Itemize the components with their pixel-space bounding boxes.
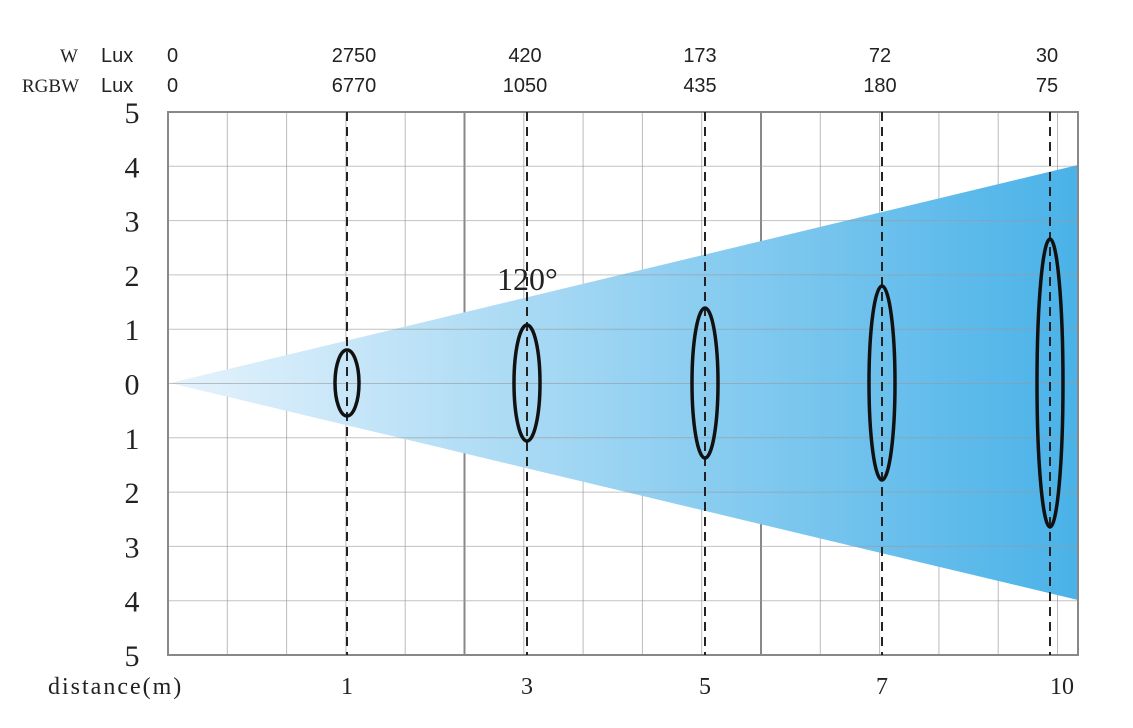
row-unit: Lux — [101, 45, 133, 67]
y-label: 2 — [125, 260, 140, 293]
y-label: 0 — [125, 369, 140, 402]
plot-frame — [167, 111, 1079, 656]
y-label: 5 — [125, 97, 140, 130]
lux-value: 0 — [167, 75, 178, 97]
lux-value: 72 — [869, 45, 891, 67]
beam-spot — [867, 284, 897, 482]
beam-cone — [170, 165, 1078, 600]
x-label: 3 — [521, 674, 533, 700]
y-label: 5 — [125, 640, 140, 673]
lux-value: 173 — [683, 45, 716, 67]
y-label: 4 — [125, 586, 140, 619]
lux-value: 75 — [1036, 75, 1058, 97]
y-label: 3 — [125, 206, 140, 239]
y-label: 1 — [125, 423, 140, 456]
x-label: 7 — [876, 674, 888, 700]
beam-spot — [512, 323, 542, 443]
beam-spot — [690, 306, 720, 460]
y-label: 2 — [125, 477, 140, 510]
row-label: RGBW — [22, 76, 79, 97]
lux-value: 435 — [683, 75, 716, 97]
grid-overlay — [167, 111, 1079, 656]
lux-value: 420 — [508, 45, 541, 67]
x-title: distance(m) — [48, 674, 183, 700]
row-unit: Lux — [101, 75, 133, 97]
lux-value: 180 — [863, 75, 896, 97]
x-label: 1 — [341, 674, 353, 700]
x-label: 5 — [699, 674, 711, 700]
lux-value: 0 — [167, 45, 178, 67]
row-label: W — [60, 46, 78, 67]
lux-value: 6770 — [332, 75, 377, 97]
y-label: 1 — [125, 314, 140, 347]
lux-value: 30 — [1036, 45, 1058, 67]
y-label: 3 — [125, 531, 140, 564]
beam-angle: 120° — [497, 261, 558, 297]
y-label: 4 — [125, 151, 140, 184]
lux-value: 1050 — [503, 75, 548, 97]
beam-spot — [333, 348, 361, 418]
x-label: 10 — [1050, 674, 1074, 700]
beam-spot — [1035, 237, 1065, 529]
lux-value: 2750 — [332, 45, 377, 67]
